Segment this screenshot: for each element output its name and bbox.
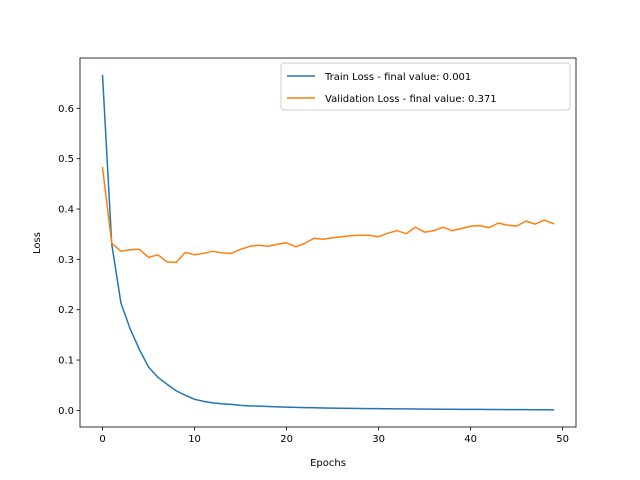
x-axis-ticks: 0 10 20 30 40 50: [99, 427, 569, 445]
y-tick-label: 0.5: [58, 154, 74, 165]
legend: Train Loss - final value: 0.001 Validati…: [280, 62, 571, 111]
x-tick-label: 30: [372, 434, 385, 445]
y-axis-label: Loss: [32, 232, 43, 254]
y-tick-label: 0.6: [58, 104, 74, 115]
x-tick-label: 20: [280, 434, 293, 445]
plot-frame: [79, 57, 577, 428]
y-tick-label: 0.4: [58, 205, 74, 216]
y-axis-ticks: 0.0 0.1 0.2 0.3 0.4 0.5 0.6: [58, 104, 80, 417]
legend-box: [280, 62, 571, 111]
y-tick-label: 0.1: [58, 356, 74, 367]
legend-label-train: Train Loss - final value: 0.001: [324, 72, 471, 83]
x-tick-label: 40: [464, 434, 477, 445]
x-tick-label: 10: [188, 434, 201, 445]
series-layer: [101, 74, 555, 411]
x-tick-label: 50: [556, 434, 569, 445]
y-tick-label: 0.3: [58, 255, 74, 266]
series-train-loss: [101, 74, 555, 411]
legend-label-validation: Validation Loss - final value: 0.371: [325, 94, 497, 105]
series-validation-loss: [101, 166, 555, 264]
y-tick-label: 0.2: [58, 305, 74, 316]
y-tick-label: 0.0: [58, 406, 74, 417]
x-axis-label: Epochs: [310, 458, 346, 469]
x-tick-label: 0: [99, 434, 105, 445]
